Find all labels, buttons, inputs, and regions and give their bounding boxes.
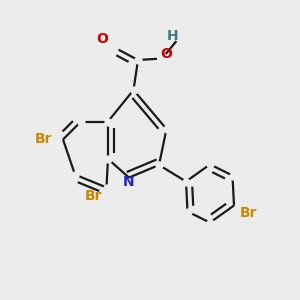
- Text: Br: Br: [240, 206, 257, 220]
- Text: H: H: [167, 29, 178, 43]
- Text: O: O: [96, 32, 108, 46]
- Text: O: O: [160, 47, 172, 61]
- Text: Br: Br: [85, 190, 102, 203]
- Text: Br: Br: [35, 132, 52, 145]
- Text: N: N: [123, 176, 134, 189]
